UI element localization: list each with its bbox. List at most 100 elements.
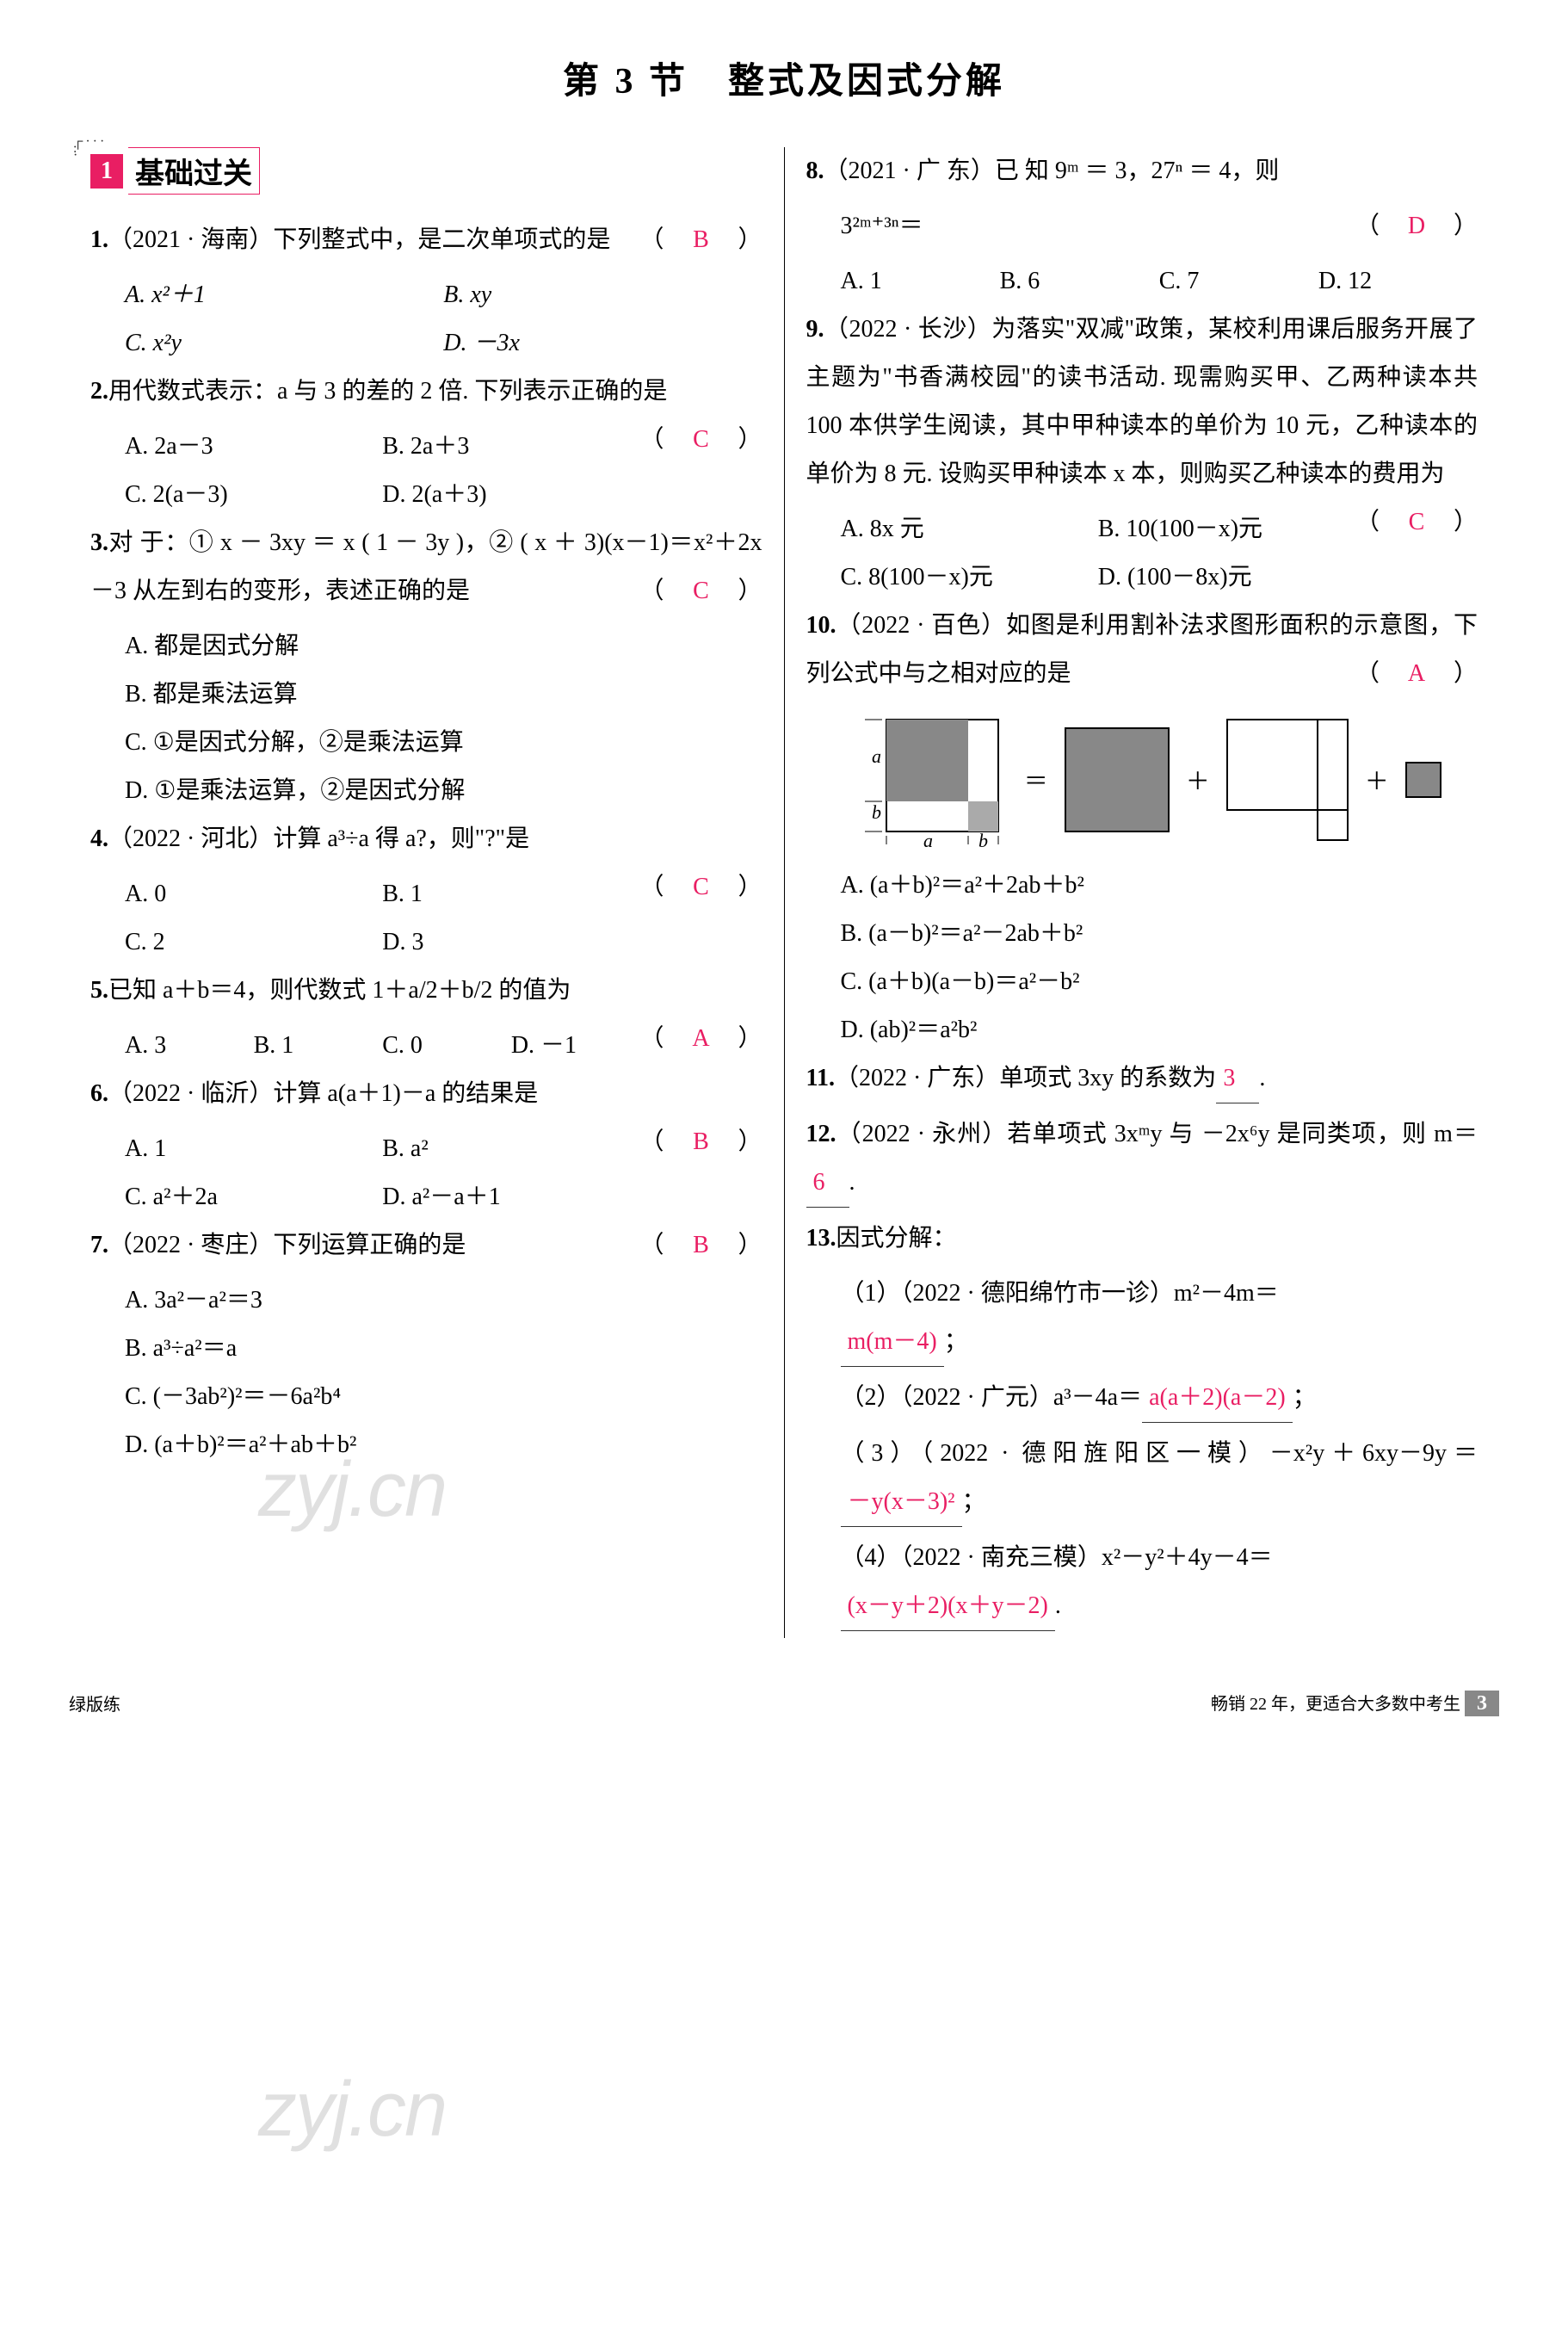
page-footer: 绿版练 畅销 22 年，更适合大多数中考生 3: [69, 1690, 1499, 1715]
diagram-box-2: [1061, 724, 1173, 836]
q7-opt-d: D. (a＋b)²＝a²＋ab＋b²: [125, 1421, 762, 1469]
q12-src: （2022 · 永州）: [836, 1121, 1008, 1147]
q3-opt-b: B. 都是乘法运算: [125, 671, 762, 719]
question-7: 7.（2022 · 枣庄）下列运算正确的是 （ B ）: [90, 1221, 762, 1270]
q5-opt-c: C. 0: [382, 1022, 511, 1070]
q4-answer-paren: （ C ）: [639, 863, 762, 912]
right-column: 8.（2021 · 广 东）已 知 9ᵐ ＝ 3，27ⁿ ＝ 4，则 3²ᵐ⁺³…: [785, 147, 1500, 1638]
q8-opt-a: A. 1: [841, 257, 1000, 306]
q8-opt-b: B. 6: [1000, 257, 1159, 306]
q4-opt-a: A. 0: [125, 870, 382, 918]
q11-stem: 单项式 3xy 的系数为: [999, 1065, 1216, 1091]
q13-num: 13.: [806, 1225, 836, 1252]
q3-opt-c: C. ①是因式分解，②是乘法运算: [125, 719, 762, 767]
q5-answer-paren: （ A ）: [639, 1015, 762, 1063]
q9-opt-d: D. (100－8x)元: [1098, 553, 1355, 602]
q8-opt-c: C. 7: [1159, 257, 1318, 306]
q1-num: 1.: [90, 226, 108, 253]
q10-num: 10.: [806, 612, 836, 639]
q2-num: 2.: [90, 378, 108, 405]
q1-answer: B: [688, 216, 713, 264]
q7-options: A. 3a²－a²＝3 B. a³÷a²＝a C. (－3ab²)²＝－6a²b…: [90, 1276, 762, 1469]
q10-diagram: a b a b ＝ ＋ ＋: [806, 711, 1478, 849]
q13-p1-answer: m(m－4): [841, 1318, 944, 1367]
q10-opt-a: A. (a＋b)²＝a²＋2ab＋b²: [841, 862, 1478, 910]
q9-num: 9.: [806, 316, 824, 343]
q10-opt-c: C. (a＋b)(a－b)＝a²－b²: [841, 958, 1478, 1006]
q4-src: （2022 · 河北）: [108, 825, 273, 852]
q2-stem: 用代数式表示：a 与 3 的差的 2 倍. 下列表示正确的是: [108, 378, 667, 405]
q2-opt-d: D. 2(a＋3): [382, 471, 639, 519]
q1-stem: 下列整式中，是二次单项式的是: [273, 226, 610, 253]
q7-stem: 下列运算正确的是: [273, 1232, 466, 1258]
q4-stem: 计算 a³÷a 得 a?，则"?"是: [273, 825, 529, 852]
q5-opt-a: A. 3: [125, 1022, 254, 1070]
q13-p4-answer: (x－y＋2)(x＋y－2): [841, 1582, 1055, 1631]
q13-part-2: （2）（2022 · 广元）a³－4a＝a(a＋2)(a－2)；: [806, 1374, 1478, 1423]
footer-right-wrap: 畅销 22 年，更适合大多数中考生 3: [1211, 1690, 1499, 1715]
q12-tail: .: [849, 1169, 855, 1196]
q9-opt-b: B. 10(100－x)元: [1098, 505, 1355, 553]
q4-options: A. 0 B. 1 C. 2 D. 3: [90, 870, 639, 967]
q11-tail: .: [1259, 1065, 1265, 1091]
q9-opt-c: C. 8(100－x)元: [841, 553, 1098, 602]
q13-p4-tail: .: [1055, 1592, 1061, 1619]
q10-opt-d: D. (ab)²＝a²b²: [841, 1006, 1478, 1054]
question-11: 11.（2022 · 广东）单项式 3xy 的系数为3.: [806, 1054, 1478, 1103]
q1-options: A. x²＋1 B. xy C. x²y D. －3x: [90, 271, 762, 368]
q7-answer-paren: （ B ）: [639, 1221, 762, 1270]
q13-p3-label: （3）（2022 · 德阳旌阳区一模）－x²y＋6xy－9y＝: [841, 1440, 1478, 1467]
content-columns: ┌···:· 1 基础过关 1.（2021 · 海南）下列整式中，是二次单项式的…: [69, 147, 1499, 1638]
question-3: 3.对 于：① x － 3xy ＝ x ( 1 － 3y )，② ( x ＋ 3…: [90, 519, 762, 615]
q13-p4-label: （4）（2022 · 南充三模）x²－y²＋4y－4＝: [841, 1544, 1273, 1571]
q2-answer: C: [688, 416, 713, 464]
q12-num: 12.: [806, 1121, 836, 1147]
q1-answer-paren: （ B ）: [639, 216, 762, 264]
q2-options: A. 2a－3 B. 2a＋3 C. 2(a－3) D. 2(a＋3): [90, 423, 639, 519]
q13-p3-answer: －y(x－3)²: [841, 1478, 962, 1527]
q4-opt-b: B. 1: [382, 870, 639, 918]
q6-opt-c: C. a²＋2a: [125, 1173, 382, 1221]
q10-src: （2022 · 百色）: [836, 612, 1007, 639]
question-13: 13.因式分解：: [806, 1215, 1478, 1263]
q5-answer: A: [688, 1015, 713, 1063]
q3-options: A. 都是因式分解 B. 都是乘法运算 C. ①是因式分解，②是乘法运算 D. …: [90, 622, 762, 815]
q2-opt-a: A. 2a－3: [125, 423, 382, 471]
q6-answer: B: [688, 1118, 713, 1166]
q6-stem: 计算 a(a＋1)－a 的结果是: [273, 1080, 538, 1107]
diagram-box-4: [1402, 758, 1445, 801]
q1-opt-a: A. x²＋1: [125, 271, 443, 319]
q7-opt-c: C. (－3ab²)²＝－6a²b⁴: [125, 1373, 762, 1421]
q6-num: 6.: [90, 1080, 108, 1107]
q8-stem-b-line: 3²ᵐ⁺³ⁿ＝ （ D ）: [806, 202, 1478, 250]
svg-text:b: b: [872, 801, 881, 823]
diagram-box-3: [1223, 715, 1352, 844]
question-2: 2.用代数式表示：a 与 3 的差的 2 倍. 下列表示正确的是 （ C ）: [90, 368, 762, 416]
q13-part-3: （3）（2022 · 德阳旌阳区一模）－x²y＋6xy－9y＝－y(x－3)²；: [806, 1430, 1478, 1527]
q8-options: A. 1 B. 6 C. 7 D. 12: [806, 257, 1478, 306]
svg-text:b: b: [978, 830, 988, 849]
q1-opt-c: C. x²y: [125, 319, 443, 368]
q3-answer-paren: （ C ）: [639, 567, 762, 615]
q8-answer: D: [1404, 202, 1429, 250]
q5-num: 5.: [90, 977, 108, 1004]
q11-answer: 3: [1216, 1054, 1259, 1103]
q6-src: （2022 · 临沂）: [108, 1080, 273, 1107]
q8-num: 8.: [806, 158, 824, 184]
q13-part-4: （4）（2022 · 南充三模）x²－y²＋4y－4＝ (x－y＋2)(x＋y－…: [806, 1534, 1478, 1631]
q3-opt-a: A. 都是因式分解: [125, 622, 762, 671]
question-1: 1.（2021 · 海南）下列整式中，是二次单项式的是 （ B ）: [90, 216, 762, 264]
question-9: 9.（2022 · 长沙）为落实"双减"政策，某校利用课后服务开展了主题为"书香…: [806, 306, 1478, 498]
q5-opt-d: D. －1: [511, 1022, 640, 1070]
q6-opt-b: B. a²: [382, 1125, 639, 1173]
q10-answer: A: [1404, 650, 1429, 698]
q6-opt-a: A. 1: [125, 1125, 382, 1173]
diagram-box-1: a b a b: [856, 711, 1011, 849]
diagram-eq: ＝: [1024, 763, 1048, 797]
svg-text:a: a: [923, 830, 933, 849]
question-5: 5.已知 a＋b＝4，则代数式 1＋a/2＋b/2 的值为 （ A ）: [90, 967, 762, 1015]
watermark-2: zyj.cn: [258, 2066, 446, 2154]
q7-opt-b: B. a³÷a²＝a: [125, 1325, 762, 1373]
q13-stem: 因式分解：: [836, 1225, 957, 1252]
q9-options: A. 8x 元 B. 10(100－x)元 C. 8(100－x)元 D. (1…: [806, 505, 1355, 602]
